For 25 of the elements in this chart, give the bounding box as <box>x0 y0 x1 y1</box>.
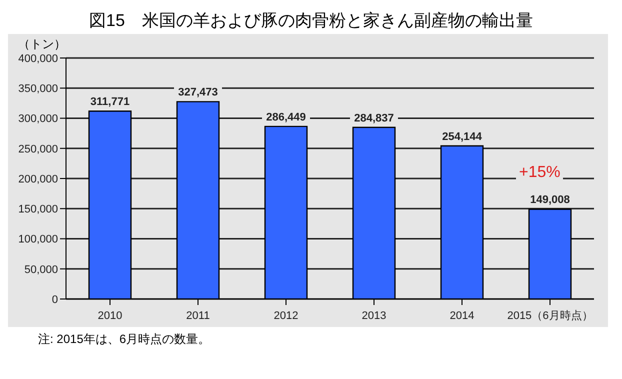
x-tick-label: 2011 <box>186 310 210 322</box>
y-tick-label: 100,000 <box>18 234 58 246</box>
x-tick-label: 2012 <box>274 310 298 322</box>
data-label: 327,473 <box>178 86 218 99</box>
y-tick-label: 0 <box>52 294 58 306</box>
y-tick-label: 300,000 <box>18 113 58 126</box>
y-tick-label: 50,000 <box>24 264 58 276</box>
text: 注: 2015年は、6月時点の数量。 <box>38 331 212 348</box>
annotation: +15% <box>516 164 564 182</box>
y-tick-label: 250,000 <box>18 143 58 156</box>
data-label: 286,449 <box>266 111 306 124</box>
y-tick-label: 400,000 <box>18 52 58 65</box>
x-tick-label: 2014 <box>450 310 474 322</box>
x-tick-label: 2010 <box>98 310 122 322</box>
data-label: 149,008 <box>530 194 570 206</box>
data-label: 284,837 <box>354 112 394 124</box>
y-axis-title: （トン） <box>18 36 66 53</box>
data-label: 311,771 <box>90 96 130 108</box>
chart-title: 図15 米国の羊および豚の肉骨粉と家きん副産物の輸出量 <box>88 10 534 32</box>
y-tick-label: 200,000 <box>18 173 58 186</box>
data-label: 254,144 <box>442 130 483 143</box>
x-tick-label: 2015（6月時点） <box>507 309 593 322</box>
y-tick-label: 350,000 <box>18 83 58 96</box>
y-tick-label: 150,000 <box>18 204 58 216</box>
x-tick-label: 2013 <box>362 310 386 322</box>
